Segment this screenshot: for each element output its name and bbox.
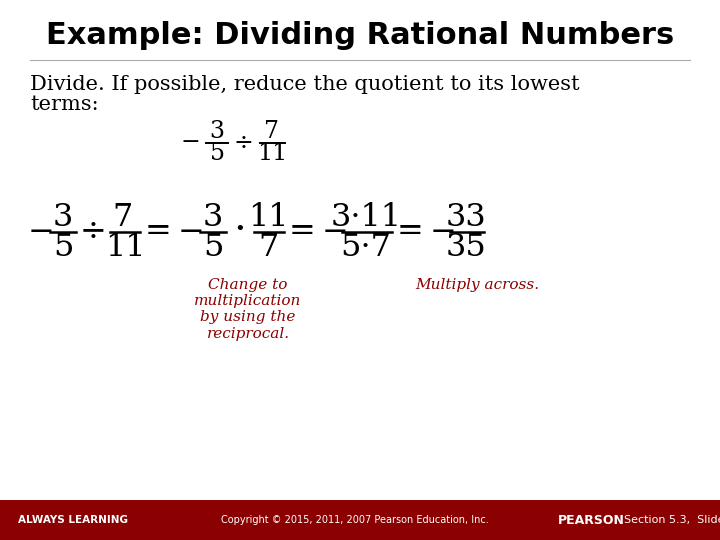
Text: 5: 5 — [203, 232, 223, 262]
Text: 3: 3 — [203, 202, 223, 233]
Text: 5·7: 5·7 — [341, 232, 392, 262]
Text: 11: 11 — [248, 202, 288, 233]
Text: −: − — [28, 217, 55, 247]
Text: 7: 7 — [258, 232, 279, 262]
Text: Change to
multiplication
by using the
reciprocal.: Change to multiplication by using the re… — [194, 278, 302, 341]
Text: −: − — [178, 217, 205, 247]
Text: 35: 35 — [446, 232, 487, 262]
Text: 5: 5 — [210, 143, 225, 165]
Text: =: = — [145, 217, 171, 247]
Text: ALWAYS LEARNING: ALWAYS LEARNING — [18, 515, 128, 525]
Text: Divide. If possible, reduce the quotient to its lowest: Divide. If possible, reduce the quotient… — [30, 76, 580, 94]
Text: Copyright © 2015, 2011, 2007 Pearson Education, Inc.: Copyright © 2015, 2011, 2007 Pearson Edu… — [221, 515, 489, 525]
Text: 7: 7 — [113, 202, 133, 233]
Text: 3·11: 3·11 — [330, 202, 402, 233]
Text: −: − — [430, 217, 457, 247]
Text: −: − — [322, 217, 349, 247]
Text: terms:: terms: — [30, 96, 99, 114]
Text: 3: 3 — [53, 202, 73, 233]
Text: =: = — [397, 217, 423, 247]
Text: Example: Dividing Rational Numbers: Example: Dividing Rational Numbers — [46, 21, 674, 50]
Text: 11: 11 — [257, 143, 287, 165]
Text: Multiply across.: Multiply across. — [415, 278, 539, 292]
Text: =: = — [289, 217, 315, 247]
Text: −: − — [180, 132, 200, 154]
Text: ÷: ÷ — [233, 132, 253, 154]
Text: 33: 33 — [446, 202, 487, 233]
Text: ÷: ÷ — [80, 217, 107, 247]
Bar — [0, 500, 720, 540]
Text: Section 5.3,  Slide 24: Section 5.3, Slide 24 — [624, 515, 720, 525]
Text: 5: 5 — [53, 232, 73, 262]
Text: PEARSON: PEARSON — [558, 514, 625, 526]
Text: 11: 11 — [104, 232, 145, 262]
Text: ·: · — [233, 212, 246, 248]
Text: 3: 3 — [210, 120, 225, 144]
Text: 7: 7 — [264, 120, 279, 144]
